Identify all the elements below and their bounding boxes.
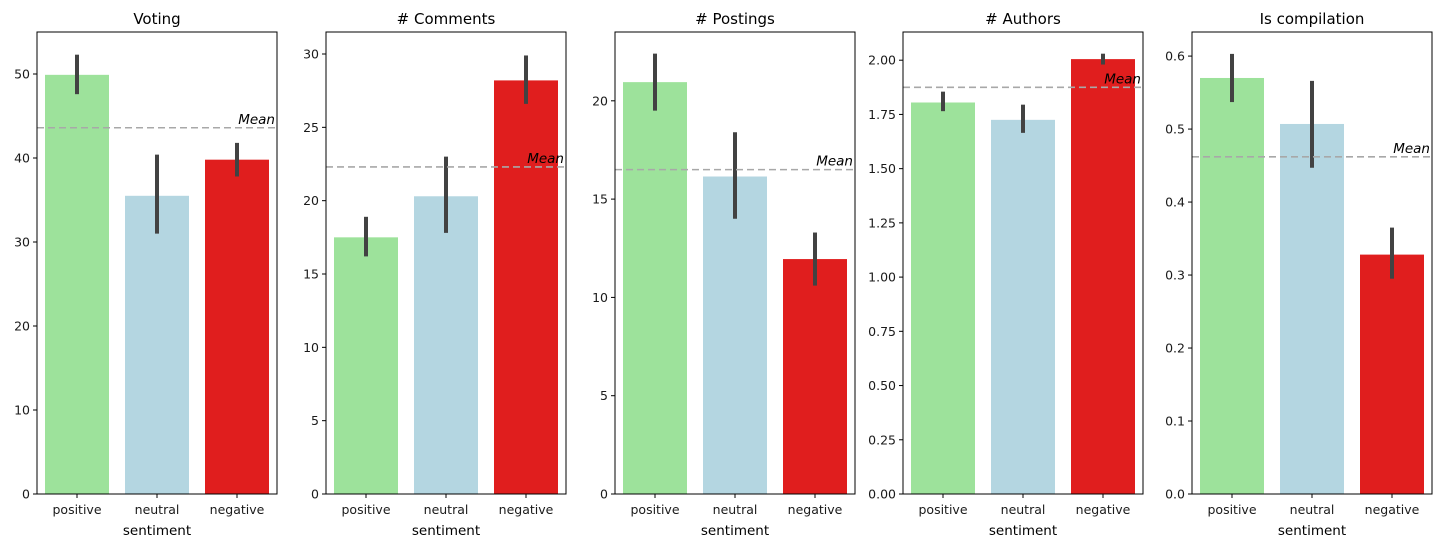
panel-5: Mean 0.0 0.1 0.2 0.3 0.4 0.5 0.6 positive neutral… (1165, 10, 1433, 539)
mean-label: Mean (527, 151, 564, 167)
x-tick-label-positive: positive (52, 502, 101, 517)
y-tick-label: 10 (303, 340, 319, 355)
y-tick-label: 25 (303, 120, 319, 135)
y-tick-label: 10 (592, 290, 608, 305)
y-tick-label: 0.2 (1165, 341, 1185, 356)
y-tick-label: 40 (14, 151, 30, 166)
x-axis-label: sentiment (412, 523, 480, 539)
y-tick-label: 0 (600, 487, 608, 502)
y-tick-label: 15 (592, 192, 608, 207)
x-tick-label-negative: negative (1365, 502, 1420, 517)
y-tick-label: 30 (14, 235, 30, 250)
y-tick-label: 5 (311, 413, 319, 428)
x-tick-label-negative: negative (788, 502, 843, 517)
bar-neutral (991, 119, 1055, 495)
panel-title: # Authors (985, 10, 1061, 28)
x-tick-label-negative: negative (1076, 502, 1131, 517)
y-tick-label: 50 (14, 67, 30, 82)
x-axis-label: sentiment (123, 523, 191, 539)
x-tick-label-negative: negative (499, 502, 554, 517)
y-tick-label: 1.75 (868, 107, 896, 122)
y-tick-label: 0.5 (1165, 122, 1185, 137)
bar-positive (623, 82, 687, 495)
bar-positive (45, 74, 109, 494)
y-tick-label: 1.25 (868, 215, 896, 230)
x-tick-label-neutral: neutral (424, 502, 469, 517)
bar-neutral (703, 176, 767, 495)
mean-label: Mean (1104, 71, 1141, 87)
x-tick-label-positive: positive (341, 502, 390, 517)
y-tick-label: 0.50 (868, 378, 896, 393)
y-tick-label: 20 (592, 93, 608, 108)
y-tick-label: 0.25 (868, 432, 896, 447)
y-tick-label: 0.6 (1165, 49, 1185, 64)
y-tick-label: 0 (311, 487, 319, 502)
x-tick-label-neutral: neutral (135, 502, 180, 517)
y-tick-label: 30 (303, 47, 319, 62)
y-tick-label: 5 (600, 388, 608, 403)
bar-negative (205, 159, 269, 494)
mean-label: Mean (238, 112, 275, 128)
x-tick-label-positive: positive (1207, 502, 1256, 517)
y-tick-label: 0.0 (1165, 487, 1185, 502)
y-tick-label: 0.4 (1165, 195, 1185, 210)
panel-3: Mean 0 5 10 15 20 positive neutral negative senti… (592, 10, 856, 539)
x-axis-label: sentiment (989, 523, 1057, 539)
x-tick-label-neutral: neutral (1001, 502, 1046, 517)
bar-negative (1360, 254, 1424, 494)
mean-label: Mean (816, 154, 853, 170)
panel-1: Mean 0 10 20 30 40 50 positive neutral negative se… (14, 10, 278, 539)
x-axis-label: sentiment (701, 523, 769, 539)
y-tick-label: 15 (303, 267, 319, 282)
y-tick-label: 20 (14, 319, 30, 334)
y-tick-label: 0.3 (1165, 268, 1185, 283)
y-tick-label: 20 (303, 193, 319, 208)
x-axis-label: sentiment (1278, 523, 1346, 539)
x-tick-label-positive: positive (630, 502, 679, 517)
bar-neutral (1280, 123, 1344, 494)
bar-positive (911, 102, 975, 495)
panel-2: Mean 0 5 10 15 20 25 30 positive neutral negative s… (303, 10, 567, 539)
panel-title: # Postings (695, 10, 775, 28)
bar-negative (494, 80, 558, 495)
x-tick-label-neutral: neutral (1290, 502, 1335, 517)
y-tick-label: 0.1 (1165, 414, 1185, 429)
panel-title: Is compilation (1260, 10, 1365, 28)
bar-positive (334, 237, 398, 495)
x-tick-label-positive: positive (918, 502, 967, 517)
y-tick-label: 2.00 (868, 53, 896, 68)
y-tick-label: 10 (14, 403, 30, 418)
y-tick-label: 0 (22, 487, 30, 502)
bar-neutral (414, 196, 478, 494)
y-tick-label: 1.50 (868, 161, 896, 176)
bar-neutral (125, 195, 189, 495)
y-tick-label: 0.75 (868, 324, 896, 339)
x-tick-label-neutral: neutral (713, 502, 758, 517)
panel-title: Voting (133, 10, 180, 28)
bar-negative (783, 259, 847, 494)
panel-4: Mean 0.00 0.25 0.50 0.75 1.00 1.25 1.50 1.75 2.00… (868, 10, 1144, 539)
y-tick-label: 0.00 (868, 487, 896, 502)
panel-title: # Comments (397, 10, 496, 28)
y-tick-label: 1.00 (868, 270, 896, 285)
mean-label: Mean (1393, 141, 1430, 157)
bar-positive (1200, 77, 1264, 494)
bar-negative (1071, 59, 1135, 495)
x-tick-label-negative: negative (210, 502, 265, 517)
